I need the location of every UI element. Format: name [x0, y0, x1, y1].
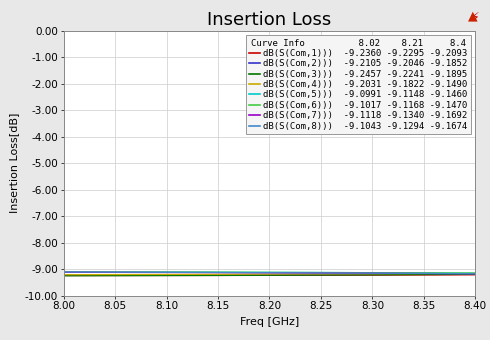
X-axis label: Freq [GHz]: Freq [GHz]	[240, 317, 299, 327]
Text: ▲: ▲	[468, 10, 478, 22]
Title: Insertion Loss: Insertion Loss	[207, 11, 332, 29]
Text: ⚡: ⚡	[471, 10, 480, 23]
Y-axis label: Insertion Loss[dB]: Insertion Loss[dB]	[9, 113, 19, 214]
Legend: dB(S(Com,1)))  -9.2360 -9.2295 -9.2093, dB(S(Com,2)))  -9.2105 -9.2046 -9.1852, : dB(S(Com,1))) -9.2360 -9.2295 -9.2093, d…	[246, 35, 471, 134]
